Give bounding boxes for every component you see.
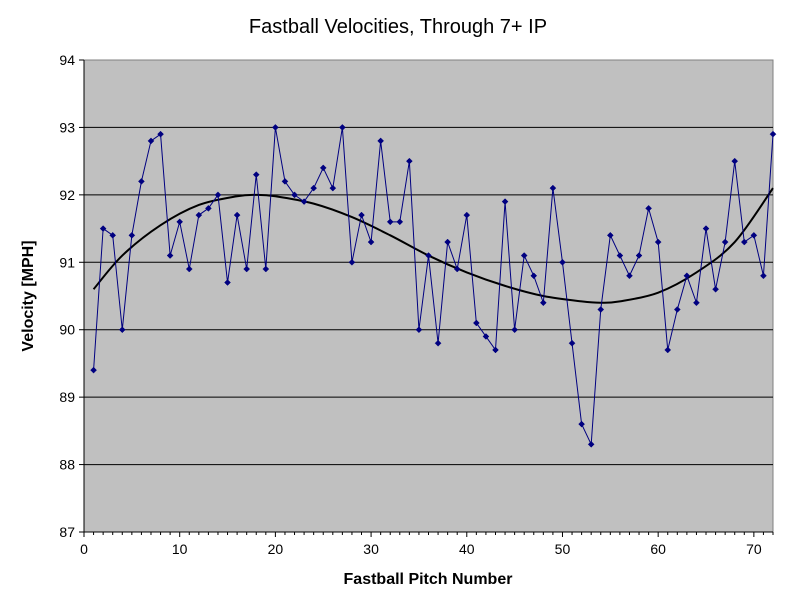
y-tick-label: 90	[59, 322, 75, 338]
y-tick-label: 91	[59, 254, 75, 270]
data-point	[425, 252, 432, 259]
data-point	[760, 272, 767, 280]
data-point	[415, 326, 423, 334]
data-point	[511, 326, 518, 334]
data-point	[99, 225, 107, 232]
data-point	[549, 184, 557, 192]
data-point	[635, 252, 643, 259]
data-point	[319, 164, 327, 172]
x-tick-label: 10	[172, 541, 188, 557]
series-markers	[90, 124, 777, 448]
y-tick-label: 93	[59, 119, 75, 135]
data-point	[109, 231, 117, 239]
data-point	[645, 204, 652, 212]
data-point	[300, 198, 308, 205]
data-point	[272, 124, 279, 131]
data-point	[492, 346, 499, 354]
data-point	[606, 231, 614, 239]
data-point	[693, 299, 700, 307]
data-point	[559, 258, 566, 266]
data-point	[444, 238, 451, 246]
data-point	[501, 198, 509, 205]
data-point	[530, 272, 538, 280]
x-tick-label: 40	[459, 541, 475, 557]
data-point	[262, 265, 270, 273]
data-point	[482, 333, 490, 340]
data-point	[291, 191, 298, 199]
data-point	[386, 218, 394, 226]
x-tick-label: 20	[268, 541, 284, 557]
data-point	[348, 258, 356, 266]
data-point	[712, 285, 719, 293]
y-tick-label: 94	[59, 52, 75, 68]
x-axis-label: Fastball Pitch Number	[344, 571, 513, 588]
data-point	[453, 265, 461, 273]
data-point	[740, 238, 748, 246]
y-tick-label: 88	[59, 457, 75, 473]
data-point	[520, 252, 528, 259]
data-point	[358, 211, 365, 219]
data-point	[683, 272, 691, 280]
data-point	[626, 272, 633, 280]
data-point	[147, 137, 155, 145]
gridlines	[84, 126, 773, 466]
data-point	[434, 339, 442, 347]
data-point	[195, 211, 203, 219]
data-point	[731, 157, 739, 165]
data-point	[176, 218, 184, 226]
data-point	[224, 279, 231, 286]
data-point	[138, 178, 145, 185]
data-point	[377, 137, 385, 145]
data-point	[214, 191, 222, 199]
data-point	[205, 204, 212, 212]
data-point	[616, 252, 624, 259]
data-point	[118, 326, 126, 334]
data-point	[654, 238, 662, 246]
chart-title: Fastball Velocities, Through 7+ IP	[249, 16, 547, 38]
x-axis-ticks: 0 10 20 30 40 50 60 70	[80, 532, 774, 557]
y-tick-label: 92	[59, 187, 75, 203]
plot-area	[83, 59, 774, 533]
data-point	[339, 124, 346, 131]
y-axis-label: Velocity [MPH]	[20, 240, 37, 351]
data-point	[673, 306, 681, 313]
data-point	[157, 130, 164, 138]
data-point	[750, 231, 758, 239]
y-axis-ticks: 87 88 89 90 91 92 93 94	[59, 52, 84, 540]
data-point	[568, 339, 576, 347]
data-point	[367, 238, 375, 246]
x-tick-label: 0	[80, 541, 88, 557]
data-point	[329, 184, 337, 192]
data-point	[252, 171, 260, 178]
data-point	[406, 157, 413, 165]
x-tick-label: 70	[746, 541, 762, 557]
data-point	[90, 366, 97, 374]
data-point	[463, 211, 471, 219]
data-point	[702, 225, 710, 232]
data-point	[597, 306, 605, 313]
data-point	[243, 265, 251, 273]
data-point	[396, 218, 404, 226]
x-tick-label: 60	[650, 541, 666, 557]
data-point	[539, 299, 547, 307]
x-tick-label: 50	[555, 541, 571, 557]
data-point	[769, 130, 777, 138]
data-point	[310, 184, 318, 192]
data-point	[587, 440, 595, 448]
y-tick-label: 87	[59, 524, 75, 540]
data-point	[166, 252, 174, 259]
data-point	[281, 178, 289, 185]
data-point	[472, 319, 480, 327]
y-tick-label: 89	[59, 389, 75, 405]
x-tick-label: 30	[363, 541, 379, 557]
data-point	[233, 211, 241, 219]
data-point	[578, 420, 585, 428]
data-point	[128, 231, 136, 239]
data-point	[664, 346, 672, 354]
data-point	[185, 265, 193, 273]
data-point	[721, 238, 729, 246]
